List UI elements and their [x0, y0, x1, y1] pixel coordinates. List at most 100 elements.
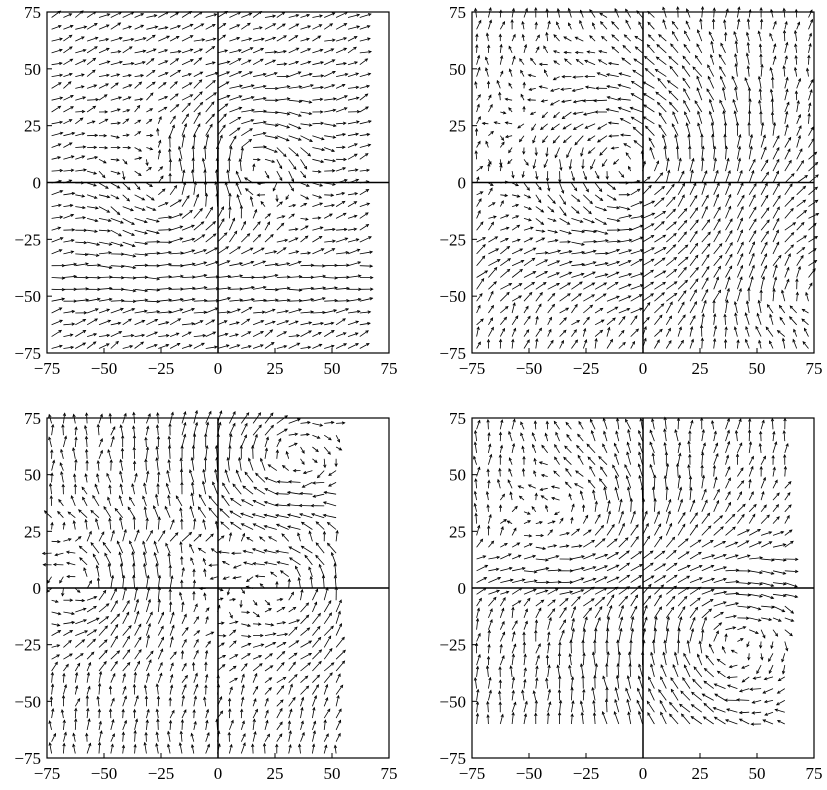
- vector-arrowhead: [167, 459, 171, 463]
- vector-arrowhead: [155, 742, 159, 747]
- vector-arrow: [169, 575, 173, 589]
- vector-arrow: [630, 258, 643, 267]
- vector-arrow: [86, 629, 97, 636]
- vector-arrow: [75, 319, 86, 326]
- vector-arrowhead: [343, 37, 348, 41]
- vector-arrowhead: [673, 268, 678, 273]
- vector-arrowhead: [365, 223, 370, 228]
- vector-arrow: [599, 147, 608, 156]
- vector-arrow: [169, 148, 171, 160]
- vector-arrowhead: [178, 199, 182, 203]
- vector-arrowhead: [268, 608, 272, 612]
- vector-arrowhead: [190, 456, 194, 461]
- vector-arrowhead: [804, 174, 808, 179]
- vector-arrow: [488, 94, 492, 101]
- vector-arrowhead: [260, 344, 264, 348]
- vector-arrowhead: [484, 270, 489, 274]
- vector-arrow: [276, 415, 288, 424]
- vector-arrow: [511, 712, 514, 725]
- vector-arrowhead: [562, 329, 567, 334]
- vector-arrow: [611, 46, 620, 54]
- vector-arrowhead: [796, 100, 800, 104]
- x-tick-label: 75: [381, 764, 398, 783]
- vector-arrowhead: [188, 73, 192, 77]
- vector-arrowhead: [369, 250, 374, 254]
- vector-arrowhead: [107, 562, 111, 567]
- vector-arrow: [562, 123, 572, 130]
- vector-arrowhead: [518, 295, 523, 299]
- vector-arrowhead: [567, 293, 571, 297]
- vector-arrowhead: [746, 41, 750, 46]
- vector-arrowhead: [226, 169, 230, 173]
- vector-arrowhead: [331, 59, 336, 63]
- vector-arrowhead: [485, 490, 490, 495]
- vector-arrowhead: [657, 77, 661, 82]
- vector-arrow: [157, 140, 161, 148]
- vector-arrowhead: [744, 312, 748, 316]
- vector-arrowhead: [621, 329, 625, 334]
- vector-arrow: [642, 269, 654, 278]
- vector-arrowhead: [222, 482, 226, 487]
- vector-arrowhead: [519, 268, 523, 273]
- vector-arrowhead: [586, 316, 590, 321]
- vector-arrow: [701, 300, 707, 314]
- vector-arrowhead: [168, 697, 172, 701]
- vector-arrowhead: [311, 743, 316, 748]
- vector-arrow: [523, 329, 530, 337]
- vector-arrowhead: [498, 701, 502, 705]
- vector-arrow: [205, 709, 209, 719]
- vector-arrowhead: [370, 275, 374, 280]
- vector-arrow: [559, 218, 570, 225]
- vector-arrowhead: [260, 331, 264, 335]
- vector-arrow: [796, 125, 802, 136]
- vector-arrow: [51, 320, 63, 326]
- vector-arrowhead: [540, 99, 545, 103]
- vector-arrow: [706, 88, 715, 101]
- vector-arrow: [541, 99, 548, 102]
- vector-arrowhead: [477, 419, 481, 424]
- vector-arrowhead: [279, 177, 283, 182]
- vector-arrowhead: [279, 733, 283, 737]
- vector-arrowhead: [309, 138, 314, 142]
- vector-arrow: [359, 212, 369, 219]
- vector-arrow: [689, 243, 698, 255]
- vector-arrowhead: [58, 329, 63, 334]
- vector-arrowhead: [320, 159, 325, 164]
- vector-arrowhead: [61, 423, 65, 428]
- vector-arrowhead: [527, 195, 532, 199]
- vector-arrowhead: [639, 307, 644, 311]
- vector-arrowhead: [342, 318, 346, 322]
- vector-arrowhead: [155, 424, 160, 428]
- vector-arrow: [335, 48, 347, 54]
- vector-arrowhead: [78, 536, 82, 540]
- vector-arrow: [157, 517, 160, 530]
- vector-arrowhead: [617, 97, 622, 101]
- vector-arrow: [276, 159, 283, 169]
- vector-arrowhead: [212, 61, 216, 65]
- vector-arrowhead: [192, 568, 196, 573]
- vector-arrowhead: [198, 493, 202, 498]
- vector-arrow: [134, 119, 141, 125]
- vector-arrowhead: [188, 344, 193, 348]
- vector-arrow: [476, 244, 486, 255]
- vector-arrow: [193, 335, 206, 337]
- vector-arrowhead: [590, 165, 594, 170]
- vector-arrowhead: [254, 208, 258, 213]
- vector-arrowhead: [96, 473, 100, 477]
- vector-arrowhead: [488, 7, 492, 11]
- vector-arrowhead: [487, 479, 491, 484]
- vector-arrow: [511, 677, 515, 689]
- vector-arrow: [713, 182, 720, 195]
- vector-arrow: [181, 469, 183, 483]
- y-tick-label: −75: [439, 344, 466, 363]
- vector-arrowhead: [232, 483, 236, 487]
- vector-arrow: [264, 514, 277, 519]
- vector-arrow: [146, 159, 148, 166]
- vector-arrowhead: [211, 319, 216, 323]
- vector-arrow: [499, 92, 501, 101]
- vector-arrowhead: [692, 66, 696, 70]
- vector-arrowhead: [234, 620, 239, 624]
- vector-arrow: [796, 22, 800, 30]
- vector-arrow: [335, 167, 346, 172]
- vector-arrow: [288, 14, 299, 18]
